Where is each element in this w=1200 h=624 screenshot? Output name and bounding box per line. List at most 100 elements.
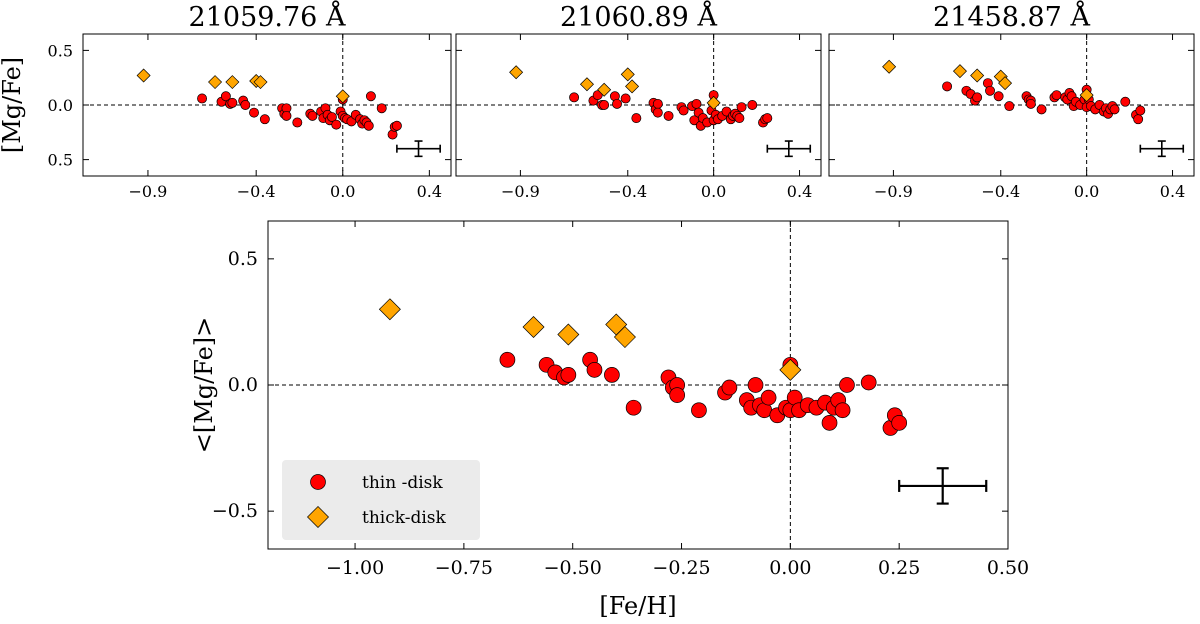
error-bar [396,140,441,158]
x-tick-label: 0.4 [787,182,812,201]
thin-disk-point [669,387,686,403]
legend-thin-disk-marker [310,474,326,490]
thick-disk-point [136,68,151,83]
thin-disk-point [326,112,337,122]
x-tick-label: −1.00 [326,557,384,579]
error-bar [766,140,812,158]
thin-disk-point [249,107,259,118]
y-tick-label: 0.5 [228,248,258,270]
y-tick-label: 0.5 [48,151,73,170]
thin-disk-point [586,362,603,378]
legend-box [282,460,480,540]
thick-disk-point [882,59,897,74]
thick-disk-point [522,315,545,338]
thick-disk-point [952,64,967,79]
thick-disk-point [225,75,240,90]
thin-disk-point [860,374,877,391]
thin-disk-point [891,414,908,431]
thin-disk-point [227,97,238,108]
thin-disk-point [281,110,292,121]
thin-disk-point [972,92,983,103]
thin-disk-point [691,98,702,109]
panel-title: 21060.89 Å [560,0,717,33]
x-tick-label: −0.4 [608,182,647,201]
thin-disk-point [592,90,603,101]
thin-disk-point [1036,104,1047,115]
thin-disk-point [612,98,622,109]
x-tick-label: 0.0 [1074,182,1099,201]
x-tick-label: 0.25 [878,557,920,579]
thick-disk-point [208,75,223,90]
thin-disk-point [363,120,374,131]
thin-disk-point [1120,96,1131,107]
x-axis-title: [Fe/H] [599,592,676,620]
thin-disk-point [599,100,610,110]
x-tick-label: 0.0 [330,182,355,201]
thin-disk-point [736,102,747,113]
y-tick-label: 0.0 [48,96,73,115]
thin-disk-point [821,414,838,431]
x-tick-label: −0.4 [981,182,1020,201]
thin-disk-point [734,113,745,124]
y-tick-label: 0.0 [228,374,258,396]
y-axis-title: [Mg/Fe] [0,57,26,153]
thin-disk-point [1109,104,1120,115]
thin-disk-point [620,93,631,104]
thin-disk-point [560,367,577,383]
thick-disk-point [335,89,350,104]
thin-disk-point [691,402,707,419]
thick-disk-point [620,67,635,82]
x-tick-label: −0.9 [874,182,913,201]
thick-disk-point [970,68,985,83]
thin-disk-point [376,103,387,114]
thin-disk-point [1051,90,1062,101]
data-marks [136,68,402,140]
thin-disk-point [762,113,773,124]
thick-disk-point [579,77,594,92]
panel-title: 21059.76 Å [189,0,346,33]
thick-disk-point [998,76,1013,91]
y-tick-label: 0.5 [48,41,73,60]
thick-disk-point [625,79,640,94]
thin-disk-point [721,379,738,396]
thin-disk-point [365,91,376,102]
thick-disk-point [557,323,580,346]
y-tick-label: −0.5 [212,500,258,522]
thin-disk-point [834,402,851,419]
panel-top-middle: −0.9 −0.4 0.0 0.4 21060.89 Å [455,0,822,201]
thin-disk-point [391,120,402,131]
thin-disk-point [1025,98,1036,109]
thin-disk-point [663,110,674,121]
thin-disk-point [839,377,855,393]
panel-bottom: −1.00 −0.75 −0.50 −0.25 0.00 0.25 0.50 0.5 0.0 −0… [190,220,1029,620]
thin-disk-point [240,100,251,110]
thick-disk-point [779,358,802,381]
data-marks [378,298,908,436]
legend-thin-disk-label: thin -disk [362,473,443,493]
thin-disk-point [678,105,689,116]
x-tick-label: −0.25 [652,557,710,579]
panel-top-right: −0.9 −0.4 0.0 0.4 21458.87 Å [828,0,1195,201]
thin-disk-point [985,85,995,96]
data-marks [882,59,1146,125]
thin-disk-point [993,91,1004,102]
thin-disk-point [1004,101,1015,112]
x-tick-label: −0.4 [237,182,276,201]
x-tick-label: −0.75 [435,557,493,579]
thick-disk-point [378,298,401,321]
data-marks [509,65,773,131]
thin-disk-point [747,377,764,393]
panel-top-left: −0.9 −0.4 0.0 0.4 0.5 0.0 0.5 21059.76 Å [Mg/Fe] [0,0,452,201]
legend-thick-disk-label: thick-disk [362,508,447,528]
thin-disk-point [220,91,231,102]
x-tick-label: −0.50 [544,557,602,579]
panel-title: 21458.87 Å [933,0,1090,33]
thin-disk-point [942,81,953,92]
thick-disk-point [253,75,268,90]
thin-disk-point [292,117,303,128]
thin-disk-point [625,399,642,416]
thick-disk-point [597,82,612,97]
x-tick-label: −0.9 [501,182,540,201]
thin-disk-point [760,389,777,406]
legend: thin -disk thick-disk [282,460,480,540]
